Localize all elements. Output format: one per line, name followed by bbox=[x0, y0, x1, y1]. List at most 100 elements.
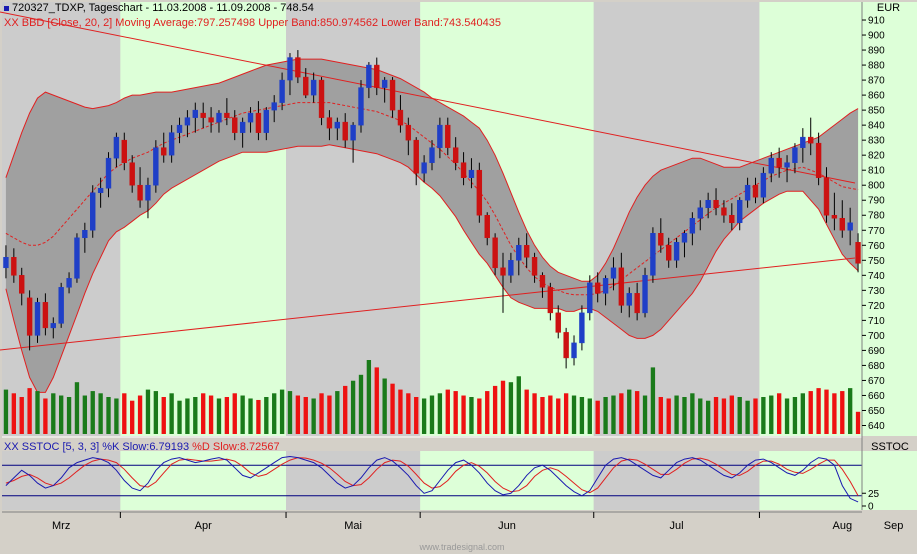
candle-body bbox=[113, 136, 120, 159]
candle-body bbox=[705, 199, 711, 208]
candle-body bbox=[90, 192, 96, 231]
trend-line-resistance bbox=[0, 11, 856, 184]
candle-body bbox=[610, 267, 617, 279]
volume-bar bbox=[3, 389, 9, 434]
candle-body bbox=[571, 342, 577, 359]
candle-body bbox=[516, 245, 522, 261]
volume-bar bbox=[366, 360, 372, 434]
candle-body bbox=[381, 79, 388, 88]
stoch-toggle-icon[interactable]: XX bbox=[4, 441, 19, 453]
candle-body bbox=[539, 275, 546, 288]
candle-body bbox=[74, 237, 80, 279]
candle-body bbox=[815, 142, 822, 178]
time-axis: Mrz Apr Mai Jun Jul Aug Sep bbox=[2, 511, 903, 532]
candle-body bbox=[66, 278, 72, 288]
candle-body bbox=[255, 112, 262, 133]
month-label: Mai bbox=[344, 520, 362, 532]
candle-body bbox=[397, 109, 404, 126]
candle-body bbox=[168, 132, 175, 156]
volume-bar bbox=[130, 400, 135, 434]
volume-bar bbox=[437, 393, 443, 434]
month-label: Aug bbox=[832, 520, 852, 532]
volume-bar bbox=[90, 391, 95, 434]
candle-body bbox=[484, 214, 490, 239]
price-tick-label: 710 bbox=[868, 316, 885, 327]
volume-bar bbox=[303, 397, 308, 434]
candle-body bbox=[239, 121, 246, 133]
trend-line-support bbox=[0, 257, 856, 351]
volume-bar bbox=[698, 398, 703, 434]
volume-bar bbox=[642, 395, 648, 434]
candle-body bbox=[602, 278, 609, 294]
volume-bar bbox=[161, 397, 166, 434]
volume-bar bbox=[587, 398, 592, 434]
candle-body bbox=[318, 79, 325, 118]
volume-bar bbox=[627, 389, 632, 434]
candle-body bbox=[800, 136, 806, 148]
candle-body bbox=[247, 112, 254, 123]
candle-body bbox=[452, 147, 459, 163]
volume-bar bbox=[682, 397, 687, 434]
volume-bar bbox=[619, 393, 624, 434]
volume-bar bbox=[114, 398, 119, 434]
price-tick-label: 740 bbox=[868, 271, 885, 282]
price-tick-label: 700 bbox=[868, 331, 885, 342]
candle-body bbox=[405, 124, 412, 141]
volume-bar bbox=[201, 393, 206, 434]
volume-bar bbox=[43, 398, 48, 434]
candle-body bbox=[729, 214, 735, 224]
candlestick-series bbox=[3, 50, 861, 369]
volume-bar bbox=[232, 393, 237, 434]
candle-body bbox=[697, 207, 703, 219]
candle-body bbox=[823, 177, 830, 216]
bbd-toggle-icon[interactable]: XX bbox=[4, 17, 19, 29]
candle-body bbox=[121, 139, 127, 163]
price-tick-label: 690 bbox=[868, 346, 885, 357]
candle-body bbox=[626, 293, 632, 306]
volume-bar bbox=[279, 389, 285, 434]
candle-body bbox=[26, 297, 33, 336]
candle-body bbox=[34, 302, 41, 336]
volume-bar bbox=[492, 385, 498, 434]
candle-body bbox=[776, 157, 782, 168]
candle-body bbox=[508, 260, 514, 276]
candle-body bbox=[784, 162, 790, 168]
candle-body bbox=[768, 157, 774, 174]
volume-bar bbox=[335, 391, 340, 434]
price-tick-label: 800 bbox=[868, 181, 885, 192]
volume-bar bbox=[634, 391, 640, 434]
volume-bar bbox=[508, 382, 514, 434]
price-tick-label: 780 bbox=[868, 211, 885, 222]
candle-body bbox=[192, 109, 198, 118]
volume-bar bbox=[524, 389, 529, 434]
volume-bar bbox=[122, 393, 127, 434]
candle-body bbox=[389, 79, 396, 111]
month-band-stoch bbox=[759, 451, 917, 510]
volume-bar bbox=[729, 395, 734, 434]
candle-body bbox=[650, 233, 656, 276]
volume-bar bbox=[516, 376, 521, 434]
volume-bar bbox=[27, 388, 32, 434]
volume-bar bbox=[106, 397, 111, 434]
volume-bar bbox=[800, 393, 805, 434]
candle-body bbox=[208, 117, 214, 123]
price-tick-label: 730 bbox=[868, 286, 885, 297]
price-tick-label: 900 bbox=[868, 31, 885, 42]
candle-body bbox=[263, 109, 270, 133]
watermark: www.tradesignal.com bbox=[418, 542, 504, 552]
volume-bar bbox=[51, 393, 56, 434]
candle-body bbox=[334, 121, 341, 129]
candle-body bbox=[310, 79, 317, 96]
trend-lines bbox=[0, 11, 856, 351]
volume-bar bbox=[429, 395, 435, 434]
volume-bar bbox=[485, 391, 490, 434]
candle-body bbox=[531, 257, 538, 276]
stoch-legend: XX SSTOC [5, 3, 3] %K Slow:6.79193 %D Sl… bbox=[4, 441, 280, 453]
stoch-k-text: SSTOC [5, 3, 3] %K Slow:6.79193 bbox=[21, 441, 190, 453]
stoch-k-line bbox=[5, 455, 859, 503]
price-tick-label: 760 bbox=[868, 241, 885, 252]
volume-bar bbox=[327, 395, 332, 434]
volume-bar bbox=[477, 398, 482, 434]
volume-bar bbox=[816, 388, 821, 434]
candle-body bbox=[737, 199, 743, 224]
